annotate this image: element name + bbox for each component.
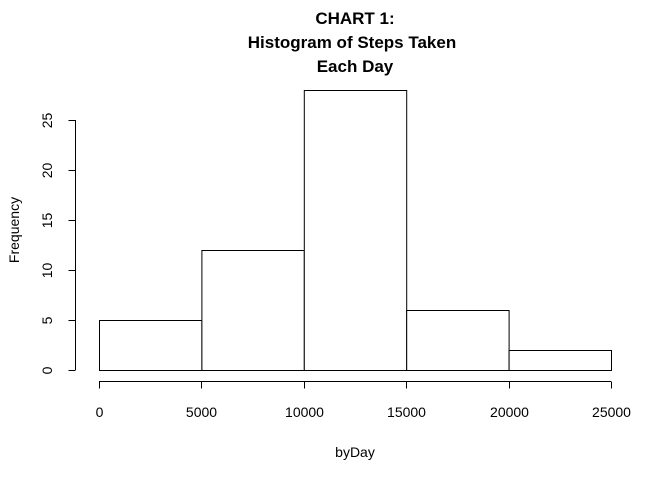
histogram-bar-1 (99, 320, 203, 371)
y-axis-title: Frequency (6, 197, 22, 263)
chart-title: CHART 1: Histogram of Steps Taken Each D… (248, 9, 456, 76)
histogram-bars (99, 90, 613, 371)
y-axis: 0 5 10 15 20 25 (39, 113, 76, 374)
y-tick-label-2: 10 (39, 263, 55, 279)
x-axis: 0 5000 10000 15000 20000 25000 (96, 381, 631, 420)
histogram-bar-5 (508, 350, 613, 371)
y-tick-label-4: 20 (39, 163, 55, 179)
chart-title-line-2: Histogram of Steps Taken (248, 33, 456, 52)
y-tick-label-5: 25 (39, 113, 55, 129)
histogram-bar-3 (303, 90, 408, 371)
x-tick-label-1: 5000 (186, 404, 217, 420)
chart-title-line-3: Each Day (317, 57, 394, 76)
y-tick-label-3: 15 (39, 213, 55, 229)
histogram-bar-4 (406, 310, 510, 371)
x-tick-label-2: 10000 (285, 404, 324, 420)
x-tick-label-5: 25000 (592, 404, 631, 420)
x-tick-label-4: 20000 (490, 404, 529, 420)
chart-title-line-1: CHART 1: (315, 9, 394, 28)
histogram-bar-2 (201, 250, 305, 371)
y-tick-label-0: 0 (39, 366, 55, 374)
x-tick-label-3: 15000 (387, 404, 426, 420)
x-axis-title: byDay (335, 444, 375, 460)
y-tick-label-1: 5 (39, 316, 55, 324)
x-tick-label-0: 0 (96, 404, 104, 420)
